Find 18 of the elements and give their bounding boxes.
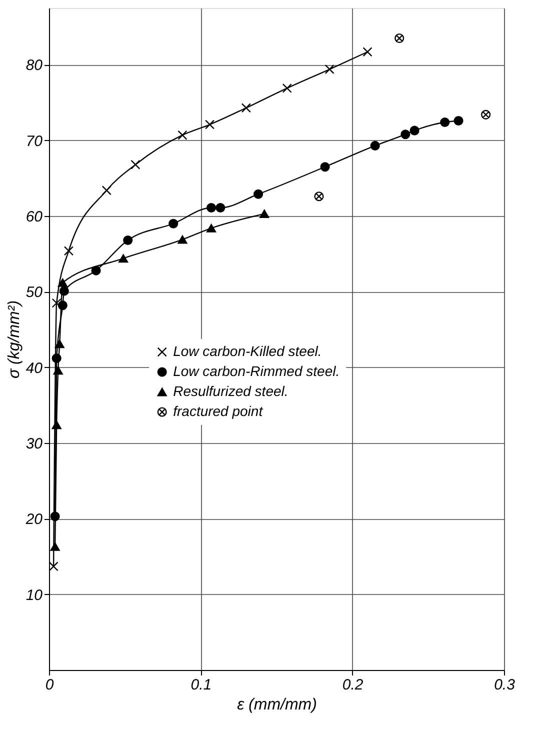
y-tick-label: 50 [26, 284, 44, 302]
legend-label: fractured point [173, 403, 264, 419]
x-tick-label: 0 [45, 676, 54, 694]
legend-label: Resulfurized steel. [173, 383, 288, 399]
x-axis-title: ε (mm/mm) [237, 696, 317, 714]
x-tick-label: 0.1 [190, 676, 212, 694]
y-tick-label: 20 [24, 511, 44, 528]
y-tick-label: 30 [26, 436, 44, 453]
x-tick-label: 0.3 [494, 676, 516, 694]
y-tick-label: 80 [26, 57, 44, 74]
x-tick-label: 0.2 [342, 676, 364, 694]
y-tick-label: 40 [26, 360, 44, 377]
y-axis-title: σ (kg/mm²) [6, 300, 23, 379]
y-tick-label: 60 [26, 208, 44, 226]
legend-label: Low carbon-Rimmed steel. [173, 363, 340, 379]
y-tick-label: 70 [26, 132, 44, 150]
y-tick-label: 10 [26, 586, 44, 604]
legend-label: Low carbon-Killed steel. [173, 343, 322, 359]
